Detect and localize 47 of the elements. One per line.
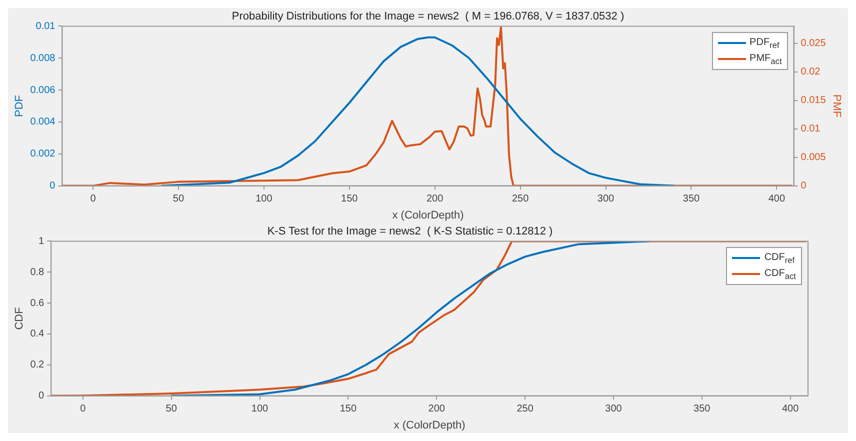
y-tick-label: 0.002: [30, 148, 56, 160]
y-tick-label: 0.008: [30, 52, 56, 64]
y-axis-title: CDF: [14, 306, 26, 330]
y-axis-title: PDF: [14, 94, 26, 117]
x-tick-label: 200: [428, 404, 446, 415]
x-tick-label: 0: [90, 194, 96, 205]
x-tick-label: 0: [80, 404, 86, 415]
x-tick-label: 350: [682, 194, 700, 205]
y-tick-label: 0.4: [30, 328, 45, 340]
x-tick-label: 250: [512, 194, 530, 205]
y2-tick-label: 0: [800, 180, 807, 192]
x-tick-label: 400: [782, 404, 800, 415]
x-tick-label: 400: [768, 194, 786, 205]
y2-axis-title: PMF: [830, 94, 842, 118]
y-tick-label: 1: [38, 236, 45, 247]
legend-label: PMF$_{act}$: [750, 52, 782, 66]
x-tick-label: 150: [341, 194, 358, 205]
y2-tick-label: 0.025: [800, 38, 826, 50]
x-tick-label: 300: [597, 194, 615, 205]
y-tick-label: 0.006: [30, 84, 56, 96]
y-tick-label: 0.8: [30, 266, 45, 278]
x-tick-label: 50: [166, 404, 178, 415]
x-tick-label: 300: [605, 404, 622, 415]
x-tick-label: 250: [516, 404, 534, 415]
y-tick-label: 0.2: [30, 360, 45, 371]
y-tick-label: 0.004: [30, 116, 56, 128]
y-tick-label: 0: [50, 180, 56, 192]
y-tick-label: 0.01: [36, 20, 56, 32]
x-tick-label: 150: [340, 404, 357, 415]
x-axis-title: x (ColorDepth): [392, 209, 464, 222]
x-axis-title: x (ColorDepth): [394, 419, 466, 432]
y2-tick-label: 0.01: [800, 124, 821, 135]
x-tick-label: 200: [426, 194, 444, 205]
x-tick-label: 50: [172, 194, 184, 205]
x-tick-label: 350: [694, 404, 711, 415]
y2-tick-label: 0.005: [800, 152, 826, 164]
chart-title: Probability Distributions for the Image = news2 ( M = 196.0768, V = 1837.0532 ): [232, 10, 624, 23]
legend-label: CDF$_{act}$: [764, 268, 796, 281]
y2-tick-label: 0.02: [800, 66, 821, 78]
legend-label: CDF$_{ref}$: [764, 252, 795, 265]
y-tick-label: 0.6: [30, 298, 45, 309]
legend-label: PDF$_{ref}$: [750, 36, 780, 50]
y2-tick-label: 0.015: [800, 95, 826, 106]
chart-title: K-S Test for the Image = news2 ( K-S Statistic = 0.12812 ): [267, 226, 553, 238]
y-tick-label: 0: [38, 390, 45, 402]
x-tick-label: 100: [251, 404, 269, 415]
x-tick-label: 100: [256, 194, 273, 205]
